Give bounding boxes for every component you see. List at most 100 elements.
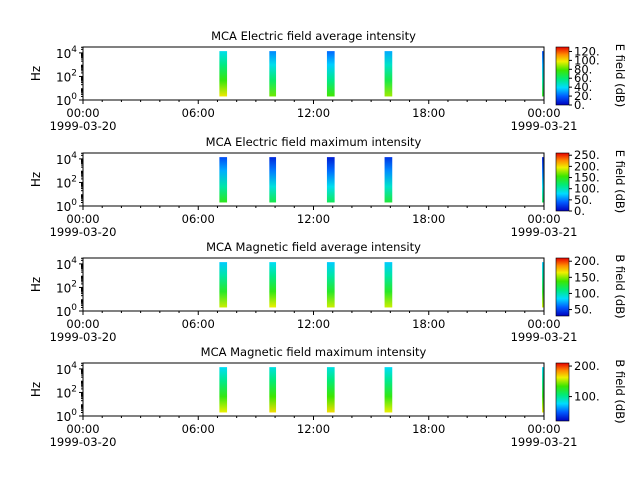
colorbar — [555, 362, 570, 422]
x-date-label: 1999-03-21 — [511, 435, 578, 449]
panel: MCA Electric field average intensity 100 1… — [29, 29, 627, 133]
y-axis-label: Hz — [29, 277, 43, 292]
spectrogram-segment — [219, 157, 228, 203]
y-tick-label: 102 — [56, 68, 77, 84]
x-tick-label: 18:00 — [412, 422, 445, 436]
spectrogram-segment — [269, 157, 277, 203]
spectrogram-segment — [219, 367, 228, 413]
spectrogram-segment — [326, 51, 335, 97]
colorbar-tick-label: 60. — [574, 71, 592, 85]
colorbar-tick-label: 50. — [574, 193, 592, 207]
y-tick-label: 104 — [56, 361, 77, 377]
x-tick-label: 00:00 — [66, 317, 99, 331]
x-date-label: 1999-03-20 — [50, 225, 117, 239]
x-tick-label: 00:00 — [66, 422, 99, 436]
colorbar-tick-label: 80. — [574, 62, 592, 76]
x-date-label: 1999-03-21 — [511, 330, 578, 344]
panel-title: MCA Magnetic field average intensity — [206, 240, 421, 254]
colorbar-tick-label: 200. — [574, 359, 600, 373]
spectrogram-segment — [384, 262, 393, 308]
y-axis-label: Hz — [29, 66, 43, 81]
colorbar — [555, 257, 570, 317]
spectrogram-segment — [326, 367, 335, 413]
x-tick-label: 12:00 — [297, 106, 330, 120]
colorbar-tick-label: 0. — [574, 98, 585, 112]
plot-frame — [82, 152, 545, 207]
x-tick-label: 18:00 — [412, 212, 445, 226]
x-tick-label: 06:00 — [182, 106, 215, 120]
colorbar-tick-label: 40. — [574, 80, 592, 94]
spectrogram-segment — [542, 157, 545, 203]
x-tick-label: 00:00 — [527, 212, 560, 226]
y-tick-label: 102 — [56, 279, 77, 295]
y-tick-label: 100 — [56, 92, 77, 108]
panel: MCA Magnetic field maximum intensity 100 1… — [29, 345, 627, 449]
colorbar-tick-label: 250. — [574, 148, 600, 162]
y-tick-label: 100 — [56, 198, 77, 214]
spectrogram-segment — [269, 262, 277, 308]
colorbar-tick-label: 150. — [574, 270, 600, 284]
x-tick-label: 00:00 — [66, 212, 99, 226]
y-tick-label: 102 — [56, 384, 77, 400]
x-date-label: 1999-03-21 — [511, 225, 578, 239]
spectrogram-segment — [384, 51, 393, 97]
colorbar-tick-label: 150. — [574, 171, 600, 185]
x-tick-label: 00:00 — [66, 106, 99, 120]
x-date-label: 1999-03-21 — [511, 119, 578, 133]
colorbar-tick-label: 100. — [574, 182, 600, 196]
spectrogram-segment — [269, 367, 277, 413]
colorbar-tick-label: 200. — [574, 159, 600, 173]
plot-frame — [82, 46, 545, 101]
x-tick-label: 00:00 — [527, 422, 560, 436]
x-date-label: 1999-03-20 — [50, 435, 117, 449]
colorbar-tick-label: 120. — [574, 44, 600, 58]
x-tick-label: 06:00 — [182, 317, 215, 331]
colorbar-label: E field (dB) — [613, 150, 627, 214]
panel-title: MCA Electric field average intensity — [211, 29, 416, 43]
spectrogram-segment — [326, 262, 335, 308]
colorbar-label: B field (dB) — [613, 359, 627, 423]
spectrogram-segment — [219, 262, 228, 308]
spectrogram-segment — [542, 51, 545, 97]
y-tick-label: 100 — [56, 408, 77, 424]
x-date-label: 1999-03-20 — [50, 119, 117, 133]
x-tick-label: 18:00 — [412, 317, 445, 331]
y-axis-label: Hz — [29, 382, 43, 397]
spectrogram-segment — [269, 51, 277, 97]
x-date-label: 1999-03-20 — [50, 330, 117, 344]
y-tick-label: 104 — [56, 151, 77, 167]
colorbar-label: B field (dB) — [613, 254, 627, 318]
colorbar-tick-label: 0. — [574, 204, 585, 218]
plot-frame — [82, 362, 545, 417]
plot-frame — [82, 257, 545, 312]
panel-title: MCA Electric field maximum intensity — [206, 135, 422, 149]
y-tick-label: 100 — [56, 303, 77, 319]
colorbar-tick-label: 200. — [574, 254, 600, 268]
colorbar-tick-label: 100. — [574, 286, 600, 300]
colorbar — [555, 152, 570, 212]
colorbar-tick-label: 50. — [574, 303, 592, 317]
colorbar-tick-label: 100. — [574, 390, 600, 404]
colorbar — [555, 46, 570, 106]
y-tick-label: 104 — [56, 256, 77, 272]
x-tick-label: 12:00 — [297, 317, 330, 331]
x-tick-label: 00:00 — [527, 317, 560, 331]
x-tick-label: 00:00 — [527, 106, 560, 120]
x-tick-label: 12:00 — [297, 212, 330, 226]
colorbar-label: E field (dB) — [613, 44, 627, 108]
x-tick-label: 06:00 — [182, 422, 215, 436]
spectrogram-segment — [542, 367, 545, 413]
spectrogram-segment — [219, 51, 228, 97]
spectrogram-segment — [384, 157, 393, 203]
x-tick-label: 06:00 — [182, 212, 215, 226]
colorbar-tick-label: 100. — [574, 53, 600, 67]
y-axis-label: Hz — [29, 172, 43, 187]
x-tick-label: 12:00 — [297, 422, 330, 436]
x-tick-label: 18:00 — [412, 106, 445, 120]
panel-title: MCA Magnetic field maximum intensity — [201, 345, 427, 359]
panel: MCA Magnetic field average intensity 100 1… — [29, 240, 627, 344]
panel: MCA Electric field maximum intensity 100 1… — [29, 135, 627, 239]
y-tick-label: 104 — [56, 45, 77, 61]
y-tick-label: 102 — [56, 174, 77, 190]
